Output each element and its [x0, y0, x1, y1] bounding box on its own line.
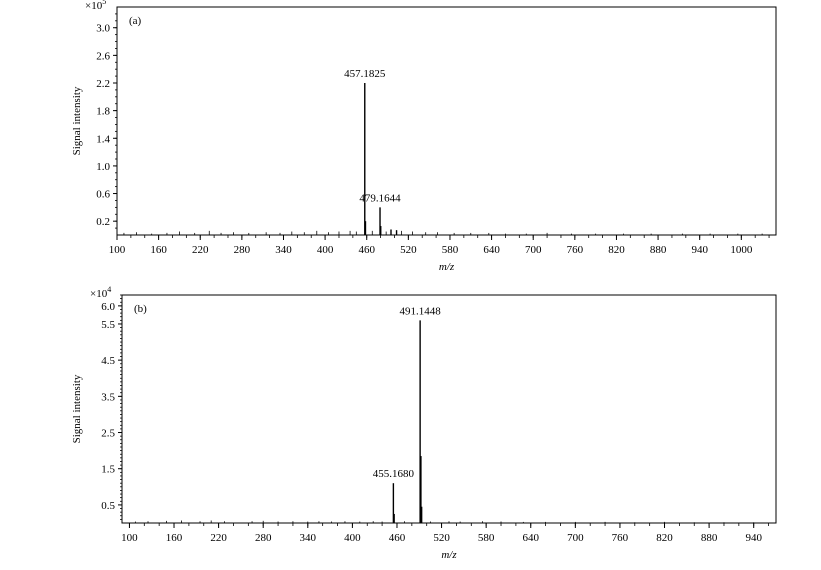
x-tick-label: 760	[567, 244, 584, 256]
x-tick-label: 580	[442, 244, 459, 256]
plot-frame	[116, 6, 777, 236]
y-tick-label: 2.6	[96, 50, 110, 62]
x-tick-label: 1000	[730, 244, 753, 256]
x-tick-label: 280	[255, 532, 272, 544]
x-tick-label: 400	[317, 244, 334, 256]
x-tick-label: 880	[650, 244, 667, 256]
peak-label: 479.1644	[359, 192, 401, 204]
x-tick-label: 220	[192, 244, 209, 256]
y-tick-label: 6.0	[101, 301, 115, 313]
x-tick-label: 100	[109, 244, 126, 256]
x-tick-label: 160	[150, 244, 167, 256]
panel-b: 6.0 5.5 4.5 3.5 2.5 1.5 0.5 100 160 220 280 340 400 4…	[71, 285, 777, 561]
panel-label: (a)	[129, 15, 142, 27]
y-tick-label: 0.6	[96, 189, 110, 201]
y-tick-label: 1.5	[101, 464, 115, 476]
y-tick-label: 5.5	[101, 319, 115, 331]
x-tick-label: 700	[525, 244, 542, 256]
x-tick-label: 340	[275, 244, 292, 256]
x-tick-label: 820	[608, 244, 625, 256]
x-tick-label: 760	[612, 532, 629, 544]
x-axis-title: m/z	[441, 549, 457, 561]
y-tick-label: 3.0	[96, 23, 110, 35]
peak-label: 491.1448	[399, 305, 441, 317]
y-axis-title: Signal intensity	[71, 374, 83, 443]
x-tick-label: 880	[701, 532, 718, 544]
x-tick-label: 940	[745, 532, 762, 544]
panel-a: 3.0 2.6 2.2 1.8 1.4 1.0 0.6 0.2 100 160 220 280 340 4…	[71, 0, 777, 273]
y-tick-label: 3.5	[101, 391, 115, 403]
x-axis-title: m/z	[439, 261, 455, 273]
x-tick-label: 520	[433, 532, 450, 544]
peak-label: 457.1825	[344, 68, 386, 80]
x-tick-label: 640	[483, 244, 500, 256]
multiplier-exponent: 4	[107, 285, 111, 294]
x-tick-label: 700	[567, 532, 584, 544]
y-tick-label: 1.0	[96, 161, 110, 173]
x-tick-label: 100	[121, 532, 138, 544]
plot-frame	[121, 294, 777, 524]
multiplier-base: ×10	[90, 288, 108, 300]
y-tick-label: 0.5	[101, 500, 115, 512]
x-tick-label: 280	[234, 244, 251, 256]
multiplier-exponent: 5	[102, 0, 106, 6]
x-tick-label: 820	[656, 532, 673, 544]
peak-label: 455.1680	[373, 468, 415, 480]
y-tick-label: 2.2	[96, 78, 110, 90]
panel-label: (b)	[134, 303, 147, 315]
x-tick-label: 460	[358, 244, 375, 256]
y-tick-label: 1.4	[96, 133, 110, 145]
x-tick-label: 160	[166, 532, 183, 544]
x-tick-label: 340	[300, 532, 317, 544]
multiplier-base: ×10	[85, 0, 103, 12]
x-tick-label: 520	[400, 244, 417, 256]
y-multiplier: ×104	[90, 285, 111, 300]
y-tick-label: 1.8	[96, 106, 110, 118]
x-tick-label: 460	[389, 532, 406, 544]
y-tick-label: 4.5	[101, 355, 115, 367]
x-tick-label: 640	[523, 532, 540, 544]
y-axis-title: Signal intensity	[71, 86, 83, 155]
x-tick-label: 400	[344, 532, 361, 544]
y-tick-label: 2.5	[101, 428, 115, 440]
y-multiplier: ×105	[85, 0, 106, 12]
y-tick-label: 0.2	[96, 216, 110, 228]
x-tick-label: 220	[210, 532, 227, 544]
x-tick-label: 940	[691, 244, 708, 256]
x-tick-label: 580	[478, 532, 495, 544]
